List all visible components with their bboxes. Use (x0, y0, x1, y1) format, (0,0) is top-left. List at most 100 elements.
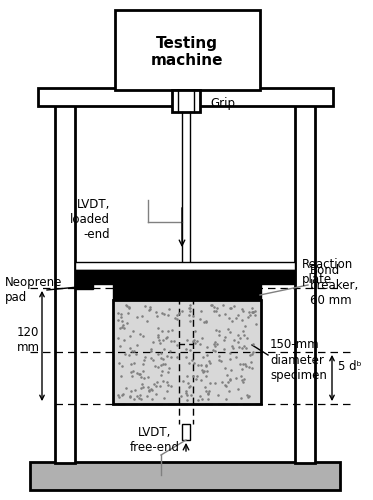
Point (219, 378, 225, 386)
Point (226, 314, 232, 322)
Point (216, 352, 222, 360)
Bar (295, 95, 315, 463)
Point (127, 332, 133, 340)
Point (176, 310, 182, 318)
Point (231, 302, 236, 310)
Point (206, 386, 212, 394)
Point (214, 340, 220, 347)
Point (207, 379, 213, 387)
Point (227, 376, 233, 384)
Point (147, 302, 153, 310)
Point (141, 374, 147, 382)
Point (138, 373, 144, 381)
Point (239, 360, 245, 368)
Point (129, 372, 135, 380)
Point (174, 353, 180, 361)
Point (227, 304, 233, 312)
Point (213, 326, 219, 334)
Point (233, 353, 239, 361)
Point (252, 310, 258, 318)
Point (208, 301, 214, 309)
Point (157, 382, 163, 390)
Point (229, 318, 235, 326)
Point (116, 360, 122, 368)
Point (239, 306, 245, 314)
Point (237, 360, 243, 368)
Point (130, 367, 136, 375)
Point (189, 372, 195, 380)
Point (158, 348, 164, 356)
Point (120, 324, 126, 332)
Point (215, 390, 221, 398)
Point (153, 382, 159, 390)
Point (236, 343, 242, 351)
Point (228, 366, 234, 374)
Point (166, 364, 172, 372)
Point (179, 308, 185, 316)
Point (197, 392, 203, 400)
Point (134, 340, 140, 348)
Point (137, 370, 142, 378)
Point (160, 355, 166, 363)
Point (229, 342, 235, 350)
Point (239, 316, 245, 324)
Point (199, 366, 205, 374)
Point (119, 391, 125, 399)
Point (203, 386, 209, 394)
Point (195, 361, 201, 369)
Point (157, 340, 163, 347)
Text: Neoprene
pad: Neoprene pad (5, 276, 62, 304)
Point (138, 396, 144, 404)
Point (137, 391, 142, 399)
Point (211, 340, 217, 348)
Point (244, 344, 250, 351)
Point (148, 354, 154, 362)
Point (198, 361, 204, 369)
Point (166, 381, 172, 389)
Point (120, 322, 126, 330)
Point (120, 390, 126, 398)
Point (166, 305, 172, 313)
Point (206, 357, 212, 365)
Point (126, 352, 132, 360)
Point (140, 332, 146, 340)
Point (213, 307, 219, 315)
Point (136, 394, 142, 402)
Point (235, 338, 241, 346)
Point (238, 394, 244, 402)
Text: Grip: Grip (210, 96, 235, 110)
Point (184, 372, 190, 380)
Point (153, 308, 159, 316)
Text: 5 dᵇ: 5 dᵇ (338, 360, 362, 372)
Point (198, 307, 204, 315)
Point (220, 336, 226, 344)
Point (252, 306, 258, 314)
Point (195, 396, 201, 404)
Point (172, 314, 178, 322)
Point (213, 379, 219, 387)
Bar (182, 424, 190, 440)
Point (201, 367, 207, 375)
Point (214, 304, 220, 312)
Point (222, 364, 228, 372)
Point (220, 301, 226, 309)
Point (127, 393, 133, 401)
Point (250, 340, 256, 348)
Point (188, 391, 194, 399)
Point (224, 371, 230, 379)
Point (162, 344, 167, 352)
Point (210, 346, 216, 354)
Point (199, 334, 205, 342)
Point (140, 384, 146, 392)
Point (205, 389, 211, 397)
Point (141, 356, 147, 364)
Point (186, 383, 192, 391)
Point (175, 315, 181, 323)
Point (244, 392, 250, 400)
Point (216, 356, 222, 364)
Bar (38, 88, 333, 106)
Point (134, 313, 140, 321)
Point (223, 394, 229, 402)
Point (165, 327, 171, 335)
Point (133, 350, 139, 358)
